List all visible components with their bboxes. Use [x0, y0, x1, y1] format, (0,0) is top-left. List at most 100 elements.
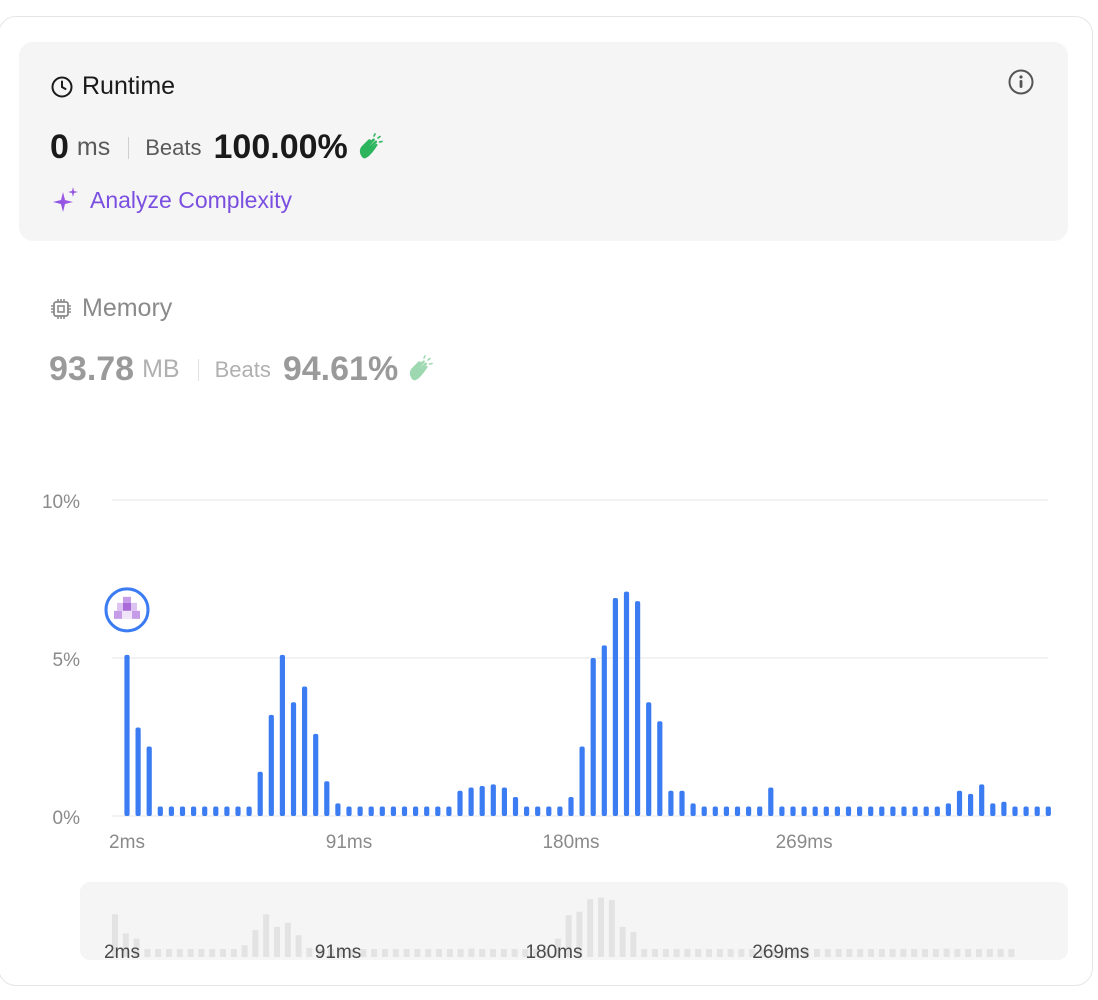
nav-bar: [328, 949, 334, 957]
bar[interactable]: [868, 806, 874, 816]
bar[interactable]: [790, 806, 796, 816]
bar[interactable]: [912, 806, 918, 816]
bar[interactable]: [1001, 801, 1007, 816]
bar[interactable]: [179, 806, 186, 816]
bar[interactable]: [779, 806, 785, 816]
nav-bar: [954, 949, 961, 957]
bar[interactable]: [168, 806, 174, 816]
bar[interactable]: [524, 806, 530, 816]
bar[interactable]: [368, 806, 374, 816]
info-icon[interactable]: [1007, 68, 1035, 96]
nav-bar: [479, 949, 486, 957]
nav-bar: [166, 949, 172, 957]
bar[interactable]: [845, 806, 852, 816]
bar[interactable]: [135, 727, 141, 816]
bar[interactable]: [879, 806, 885, 816]
memory-title[interactable]: Memory: [49, 294, 172, 323]
bar[interactable]: [757, 806, 763, 816]
bar[interactable]: [390, 806, 396, 816]
bar[interactable]: [701, 806, 707, 816]
bar[interactable]: [246, 806, 252, 816]
bar[interactable]: [934, 806, 940, 816]
bar[interactable]: [302, 686, 308, 816]
bar[interactable]: [623, 591, 630, 816]
nav-bar: [749, 949, 756, 957]
bar[interactable]: [945, 803, 951, 816]
bar[interactable]: [157, 806, 163, 816]
bar[interactable]: [923, 806, 929, 816]
bar[interactable]: [1045, 806, 1051, 816]
bar[interactable]: [435, 806, 441, 816]
bar[interactable]: [746, 806, 752, 816]
bar[interactable]: [413, 806, 419, 816]
bar[interactable]: [668, 790, 674, 816]
bar[interactable]: [457, 790, 463, 816]
bar[interactable]: [579, 746, 585, 816]
bar[interactable]: [235, 806, 241, 816]
bar[interactable]: [546, 806, 552, 816]
bar[interactable]: [601, 645, 607, 816]
bar[interactable]: [568, 797, 574, 816]
bar[interactable]: [290, 702, 297, 816]
bar[interactable]: [723, 806, 729, 816]
bar[interactable]: [279, 654, 285, 816]
bar[interactable]: [712, 806, 718, 816]
bar[interactable]: [734, 806, 741, 816]
bar[interactable]: [401, 806, 408, 816]
bar[interactable]: [191, 806, 197, 816]
bar[interactable]: [468, 787, 474, 816]
bar[interactable]: [834, 806, 840, 816]
bar[interactable]: [479, 785, 485, 816]
bar[interactable]: [956, 790, 963, 816]
nav-bar: [317, 949, 324, 957]
bar[interactable]: [557, 806, 563, 816]
bar[interactable]: [1034, 806, 1040, 816]
bar[interactable]: [501, 787, 507, 816]
bar[interactable]: [768, 787, 774, 816]
bar[interactable]: [124, 654, 130, 816]
bar[interactable]: [490, 784, 496, 816]
nav-bar: [857, 949, 864, 957]
bar[interactable]: [801, 806, 807, 816]
bar[interactable]: [424, 806, 430, 816]
bar[interactable]: [268, 714, 274, 816]
bar[interactable]: [657, 721, 663, 816]
chart-range-navigator[interactable]: 2ms 91ms 180ms 269ms: [80, 882, 1068, 960]
bar[interactable]: [901, 806, 907, 816]
bar[interactable]: [346, 806, 352, 816]
bar[interactable]: [979, 784, 985, 816]
bar[interactable]: [590, 658, 596, 816]
runtime-panel[interactable]: Runtime 0 ms Beats 100.00% Analyze Compl…: [19, 42, 1068, 241]
bar[interactable]: [823, 806, 829, 816]
runtime-distribution-chart[interactable]: 10% 5% 0% 2ms 91ms 180ms 269ms: [0, 470, 1098, 870]
bar[interactable]: [857, 806, 863, 816]
bar[interactable]: [1012, 806, 1018, 816]
bar[interactable]: [379, 806, 385, 816]
bar[interactable]: [202, 806, 208, 816]
bar[interactable]: [646, 702, 652, 816]
bar[interactable]: [213, 806, 219, 816]
bar[interactable]: [335, 803, 341, 816]
bar[interactable]: [535, 806, 541, 816]
bar[interactable]: [690, 803, 696, 816]
bar[interactable]: [324, 781, 330, 816]
bar[interactable]: [313, 733, 319, 816]
bar[interactable]: [679, 790, 685, 816]
user-avatar-marker[interactable]: [104, 587, 150, 633]
nav-tick-label: 91ms: [315, 942, 361, 960]
bar[interactable]: [990, 803, 996, 816]
bar[interactable]: [224, 806, 230, 816]
bar[interactable]: [146, 746, 152, 816]
bar[interactable]: [890, 806, 896, 816]
bar[interactable]: [1023, 806, 1029, 816]
bar[interactable]: [635, 601, 641, 816]
bar[interactable]: [257, 771, 263, 816]
bar[interactable]: [612, 597, 618, 816]
analyze-complexity-button[interactable]: Analyze Complexity: [52, 186, 292, 214]
bar[interactable]: [357, 806, 363, 816]
bar[interactable]: [512, 797, 519, 816]
nav-tick-label: 269ms: [752, 942, 809, 960]
bar[interactable]: [812, 806, 818, 816]
bar[interactable]: [446, 806, 452, 816]
bar[interactable]: [968, 793, 974, 816]
